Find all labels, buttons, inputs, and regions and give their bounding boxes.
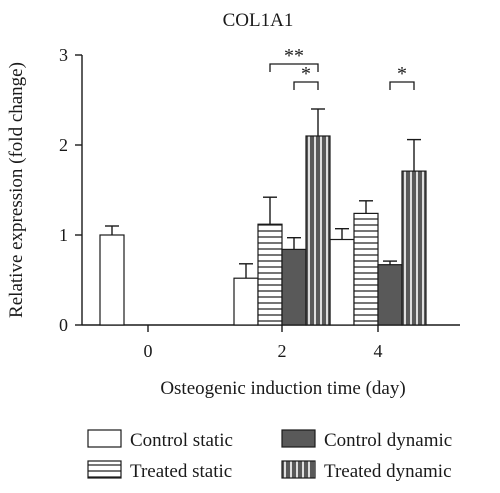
legend-label: Treated dynamic [324, 461, 452, 482]
x-axis-label: Osteogenic induction time (day) [160, 378, 405, 399]
significance-bracket [293, 81, 319, 90]
y-tick-label: 1 [59, 225, 68, 245]
significance-markers: *** * [269, 45, 415, 90]
y-tick-label: 0 [59, 315, 68, 335]
legend: Control static Treated static Control dyna… [87, 429, 452, 482]
bar [99, 234, 125, 326]
legend-label: Control dynamic [324, 430, 452, 451]
significance-bracket [269, 63, 319, 72]
y-axis-label: Relative expression (fold change) [6, 62, 27, 318]
x-tick-label: 2 [278, 341, 287, 361]
bar [257, 223, 283, 326]
x-tick-label: 4 [374, 341, 383, 361]
bar [281, 248, 307, 326]
bar [353, 212, 379, 326]
significance-bracket [389, 81, 415, 90]
legend-label: Treated static [130, 461, 232, 482]
y-tick-label: 2 [59, 135, 68, 155]
legend-swatch [281, 460, 316, 479]
x-tick-label: 0 [144, 341, 153, 361]
significance-label: * [397, 63, 407, 85]
bar [377, 264, 403, 326]
significance-label: * [301, 63, 311, 85]
bars [99, 135, 427, 326]
legend-swatch [87, 429, 122, 448]
chart-title: COL1A1 [223, 10, 294, 31]
bar [233, 277, 259, 326]
legend-label: Control static [130, 430, 233, 451]
y-tick-label: 3 [59, 45, 68, 65]
significance-label: ** [284, 45, 304, 67]
bar [401, 170, 427, 326]
error-bars [105, 108, 421, 279]
bar [305, 135, 331, 326]
legend-swatch [87, 460, 122, 479]
legend-swatch [281, 429, 316, 448]
bar [329, 238, 355, 326]
